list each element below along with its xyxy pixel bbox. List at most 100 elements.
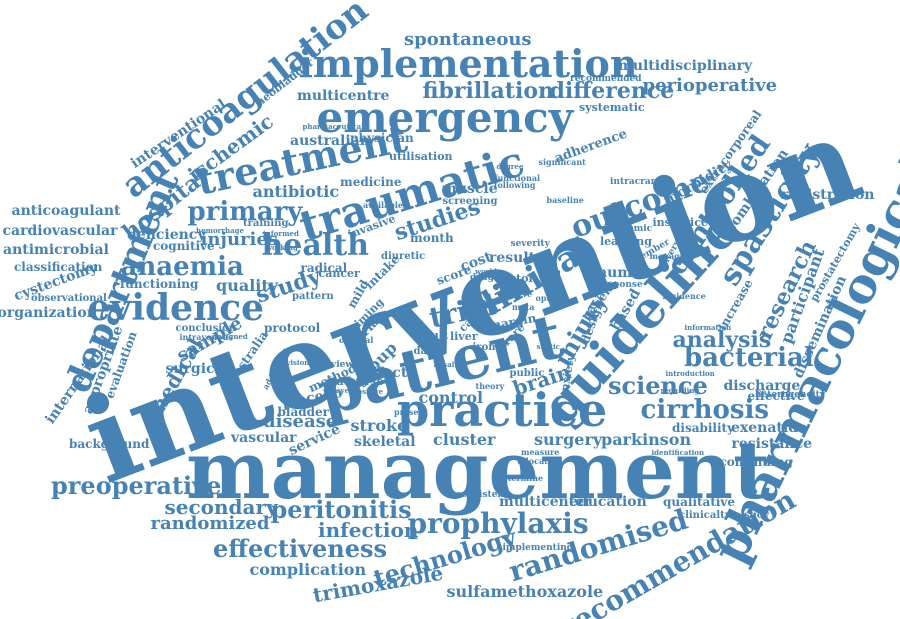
word-severity: severity (510, 238, 550, 249)
word-fibrillation: fibrillation (422, 78, 554, 104)
word-prophylaxis: prophylaxis (407, 507, 589, 540)
word-month: month (410, 231, 454, 245)
word-observational: observational (31, 293, 107, 304)
word-exenatide: exenatide (731, 420, 807, 436)
word-available: available (363, 200, 403, 210)
word-sulfamethoxazole: sulfamethoxazole (446, 582, 604, 601)
word-response: response (597, 279, 643, 290)
word-information: information (684, 322, 732, 332)
word-nasal: nasal (433, 359, 455, 369)
word-factor: factor (497, 271, 535, 285)
word-adverse: adverse (336, 374, 384, 388)
word-provision: provision (273, 357, 310, 367)
word-medicine: medicine (340, 175, 402, 189)
word-recommended: recommended (570, 73, 642, 84)
word-optimal: optimal (339, 335, 374, 345)
word-cognitive: cognitive (153, 239, 215, 253)
word-parkinson: parkinson (601, 430, 692, 449)
word-science: science (608, 371, 708, 400)
word-randomized: randomized (150, 513, 270, 534)
word-management: management (186, 423, 770, 517)
word-resistance: resistance (731, 436, 813, 452)
word-effectiveness: effectiveness (213, 534, 388, 563)
word-time: time (466, 295, 494, 309)
word-heterogeneity: heterogeneity (755, 389, 825, 400)
word-peritonitis: peritonitis (270, 495, 412, 524)
word-discharge: discharge (723, 378, 801, 394)
word-surgical: surgical (165, 361, 229, 377)
word-liver: liver (450, 329, 478, 343)
word-skeletal: skeletal (354, 434, 416, 450)
word-functioning: functioning (120, 277, 199, 291)
word-adult: adult (416, 328, 449, 342)
word-review: review (320, 359, 354, 370)
word-world: world (475, 266, 497, 276)
word-managing: managing (649, 251, 695, 261)
word-classification: classification (14, 260, 103, 274)
word-utilisation: utilisation (389, 149, 453, 163)
word-following: following (494, 180, 536, 190)
word-control: control (418, 388, 484, 407)
word-effective: effective (747, 389, 805, 403)
word-radical: radical (300, 261, 348, 275)
word-protocol: protocol (264, 321, 321, 335)
word-qualitative: qualitative (663, 495, 736, 509)
word-emergency: emergency (316, 93, 574, 142)
word-theory: theory (475, 381, 505, 391)
word-learning: learning (600, 234, 652, 248)
word-degree: degree (496, 161, 524, 171)
word-human: human (597, 265, 652, 281)
word-deficiency: deficiency (127, 227, 206, 243)
word-iron: iron (472, 342, 496, 353)
word-bladder: bladder (277, 405, 329, 419)
word-septic: septic (536, 341, 560, 351)
word-organization: organization (0, 305, 97, 321)
word-cardiovascular: cardiovascular (2, 223, 118, 239)
word-perioperative: perioperative (642, 75, 778, 96)
word-antimicrobial: antimicrobial (3, 242, 109, 258)
word-cirrhosis: cirrhosis (640, 395, 770, 425)
word-working: working (266, 242, 298, 252)
word-anaemia: anaemia (120, 252, 244, 282)
word-baseline: baseline (546, 195, 584, 205)
word-multidisciplinary: multidisciplinary (618, 58, 753, 74)
word-drug: drug (470, 272, 494, 283)
word-intravenous: intravenous (179, 332, 233, 342)
word-result: result (489, 250, 536, 266)
word-option: option (535, 293, 565, 303)
word-hemorrhage: hemorrhage (196, 225, 244, 235)
word-multicentre: multicentre (297, 88, 390, 104)
word-positive: positive (352, 386, 384, 396)
word-designed: designed (212, 331, 248, 341)
word-training: training (243, 218, 289, 229)
word-allocation: allocation (517, 456, 563, 466)
word-spontaneous: spontaneous (404, 29, 532, 50)
word-complication: complication (249, 560, 367, 579)
word-regarding: regarding (660, 385, 700, 395)
word-pharmaceutical: pharmaceutical (302, 121, 364, 131)
word-antibiotic: antibiotic (252, 182, 340, 201)
word-inservice: inservice (652, 215, 708, 229)
word-significant: significant (538, 157, 586, 167)
word-pattern: pattern (292, 291, 334, 302)
word-health: health (261, 228, 369, 263)
word-infection: infection (318, 518, 419, 542)
word-evidence: evidence (87, 287, 265, 329)
word-conclusion: conclusion (175, 323, 237, 334)
word-physician: physician (350, 131, 414, 145)
word-cluster: cluster (433, 430, 496, 449)
word-inconsistent: inconsistent (446, 489, 509, 500)
word-measure: measure (521, 447, 560, 457)
word-multicenter: multicenter (499, 494, 592, 510)
word-anticoagulant: anticoagulant (11, 203, 121, 219)
word-secondary: secondary (164, 495, 278, 519)
word-public: public (509, 368, 545, 379)
word-injuries: injuries (200, 229, 278, 250)
word-systematic: systematic (579, 100, 645, 114)
word-quality: quality (216, 276, 279, 295)
word-disability: disability (672, 421, 735, 435)
word-australian: australian (290, 133, 370, 149)
word-diuretic: diuretic (381, 251, 426, 262)
word-preoperative: preoperative (51, 471, 222, 500)
word-screening: screening (442, 196, 498, 207)
